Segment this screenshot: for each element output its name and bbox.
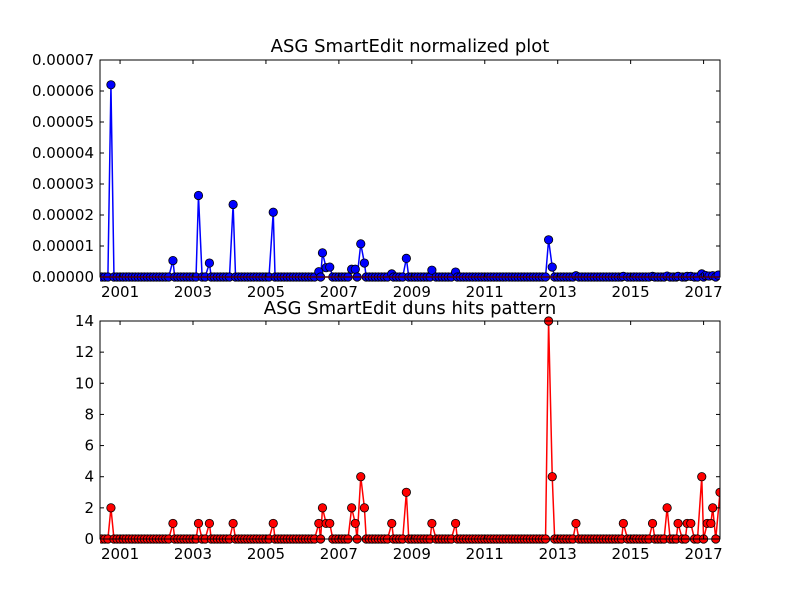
- y-tick-label: 0.00005: [32, 113, 94, 131]
- y-tick-label: 8: [84, 405, 94, 423]
- y-tick-label: 2: [84, 499, 94, 517]
- duns-data-point: [347, 503, 357, 513]
- normalized-data-point: [193, 190, 204, 201]
- normalized-plot-title: ASG SmartEdit normalized plot: [271, 36, 550, 57]
- duns-data-point: [359, 503, 370, 513]
- normalized-data-point: [268, 207, 278, 217]
- x-tick-label: 2011: [466, 283, 504, 301]
- duns-data-point: [387, 518, 397, 529]
- duns-data-point: [547, 472, 557, 482]
- normalized-data-point: [106, 80, 116, 90]
- x-tick-label: 2015: [612, 283, 650, 301]
- duns-hits-ticks: 2001 2003 2005 2007 2009 2011 2013 2015 2017 0 2 4 6…: [75, 312, 723, 563]
- duns-data-point: [662, 503, 672, 513]
- duns-data-point: [686, 518, 696, 529]
- y-tick-label: 0.00000: [32, 268, 94, 286]
- x-tick-label: 2007: [320, 545, 358, 563]
- normalized-data-point: [168, 255, 178, 266]
- duns-hits-title: ASG SmartEdit duns hits pattern: [264, 298, 556, 319]
- duns-data-point: [356, 472, 366, 482]
- duns-data-point: [350, 518, 360, 529]
- x-tick-label: 2001: [101, 283, 139, 301]
- x-tick-label: 2005: [247, 283, 285, 301]
- duns-hits-axes: ASG SmartEdit duns hits pattern 2001 2003…: [75, 298, 723, 563]
- y-tick-label: 4: [84, 468, 94, 486]
- duns-data-point: [317, 503, 328, 513]
- y-tick-label: 6: [84, 437, 94, 455]
- duns-data-point: [168, 518, 178, 529]
- x-tick-label: 2007: [320, 283, 358, 301]
- x-tick-label: 2017: [684, 545, 722, 563]
- y-tick-label: 0.00003: [32, 175, 94, 193]
- x-tick-label: 2011: [466, 545, 504, 563]
- normalized-data-point: [204, 258, 215, 268]
- y-tick-label: 0.00004: [32, 144, 94, 162]
- duns-data-point: [193, 518, 204, 529]
- x-tick-label: 2003: [174, 283, 212, 301]
- duns-data-point: [204, 518, 215, 529]
- x-tick-label: 2013: [539, 283, 577, 301]
- x-tick-label: 2013: [539, 545, 577, 563]
- normalized-data-point: [427, 265, 437, 275]
- y-tick-label: 14: [75, 312, 94, 330]
- normalized-data-point: [356, 239, 366, 249]
- normalized-data-point: [401, 253, 411, 263]
- x-tick-label: 2005: [247, 545, 285, 563]
- duns-data-point: [427, 518, 437, 529]
- y-tick-label: 0: [84, 530, 94, 548]
- duns-data-point: [450, 518, 461, 529]
- normalized-data-point: [228, 199, 238, 210]
- x-tick-label: 2001: [101, 545, 139, 563]
- normalized-plot-ticks: 2001 2003 2005 2007 2009 2011 2013 2015 2017 0.00…: [32, 51, 723, 301]
- y-tick-label: 0.00002: [32, 206, 94, 224]
- duns-data-point: [618, 518, 628, 529]
- duns-data-point: [706, 518, 716, 529]
- y-tick-label: 0.00006: [32, 82, 94, 100]
- normalized-data-point: [317, 248, 328, 258]
- duns-hits-frame: [99, 320, 721, 540]
- y-tick-label: 10: [75, 374, 94, 392]
- x-tick-label: 2009: [393, 283, 431, 301]
- x-tick-label: 2009: [393, 545, 431, 563]
- normalized-data-point: [543, 235, 554, 245]
- y-tick-label: 0.00001: [32, 237, 94, 255]
- duns-data-point: [401, 487, 411, 497]
- x-tick-label: 2017: [684, 283, 722, 301]
- normalized-data-point: [359, 258, 370, 268]
- duns-data-point: [708, 503, 718, 513]
- normalized-data-point: [350, 264, 360, 274]
- duns-data-point: [268, 518, 278, 529]
- duns-data-point: [325, 518, 335, 529]
- duns-data-point: [647, 518, 658, 529]
- x-tick-label: 2015: [612, 545, 650, 563]
- normalized-data-point: [547, 262, 557, 272]
- normalized-plot-axes: ASG SmartEdit normalized plot 2001 2003 20…: [32, 36, 723, 301]
- duns-data-point: [673, 518, 683, 529]
- duns-data-point: [106, 503, 116, 513]
- duns-data-point: [697, 472, 707, 482]
- duns-data-point: [228, 518, 238, 529]
- y-tick-label: 12: [75, 343, 94, 361]
- x-tick-label: 2003: [174, 545, 212, 563]
- y-tick-label: 0.00007: [32, 51, 94, 69]
- normalized-data-point: [325, 262, 335, 272]
- duns-data-point: [571, 518, 581, 529]
- normalized-plot-frame: [99, 59, 721, 278]
